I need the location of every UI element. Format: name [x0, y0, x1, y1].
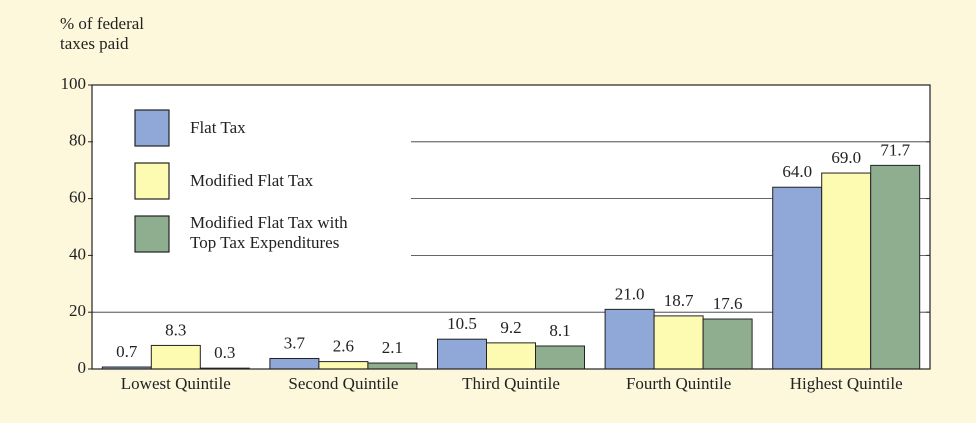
bar: [653, 315, 704, 370]
y-axis-label: % of federal taxes paid: [60, 14, 145, 53]
y-tick-label: 0: [78, 358, 87, 377]
bar: [772, 186, 823, 370]
value-label: 9.2: [500, 318, 521, 337]
bar: [437, 338, 487, 370]
value-label: 0.7: [116, 342, 138, 361]
y-tick-label: 80: [69, 131, 86, 150]
value-label: 2.1: [382, 338, 403, 357]
legend-label: Modified Flat Tax: [190, 171, 314, 190]
bar: [486, 342, 536, 370]
bar: [367, 362, 418, 370]
bar: [702, 318, 753, 370]
x-tick-label: Third Quintile: [462, 374, 560, 393]
value-label: 71.7: [880, 140, 910, 159]
legend-swatch: [134, 109, 170, 147]
value-label: 21.0: [615, 284, 645, 303]
legend-swatch: [134, 162, 170, 200]
bar: [821, 172, 872, 370]
value-label: 18.7: [664, 291, 694, 310]
bar: [870, 164, 921, 370]
bar: [604, 308, 655, 370]
value-label: 64.0: [782, 162, 812, 181]
value-label: 10.5: [447, 314, 477, 333]
value-label: 2.6: [333, 337, 354, 356]
legend-label: Flat Tax: [190, 118, 246, 137]
value-label: 8.3: [165, 320, 186, 339]
value-label: 3.7: [284, 333, 306, 352]
value-label: 0.3: [214, 343, 235, 362]
y-tick-label: 60: [69, 188, 86, 207]
bar: [535, 345, 585, 370]
plot-frame: [91, 84, 931, 370]
value-label: 17.6: [713, 294, 743, 313]
bar: [318, 361, 369, 370]
bar: [269, 357, 320, 370]
value-label: 69.0: [831, 148, 861, 167]
x-tick-label: Second Quintile: [288, 374, 398, 393]
legend-swatch: [134, 215, 170, 253]
value-label: 8.1: [549, 321, 570, 340]
bar: [150, 344, 201, 370]
x-tick-label: Lowest Quintile: [121, 374, 231, 393]
x-tick-label: Fourth Quintile: [626, 374, 731, 393]
x-tick-label: Highest Quintile: [790, 374, 903, 393]
y-tick-label: 100: [61, 74, 87, 93]
y-tick-label: 20: [69, 301, 86, 320]
legend-label: Modified Flat Tax with Top Tax Expenditu…: [190, 213, 348, 252]
y-tick-label: 40: [69, 244, 86, 263]
